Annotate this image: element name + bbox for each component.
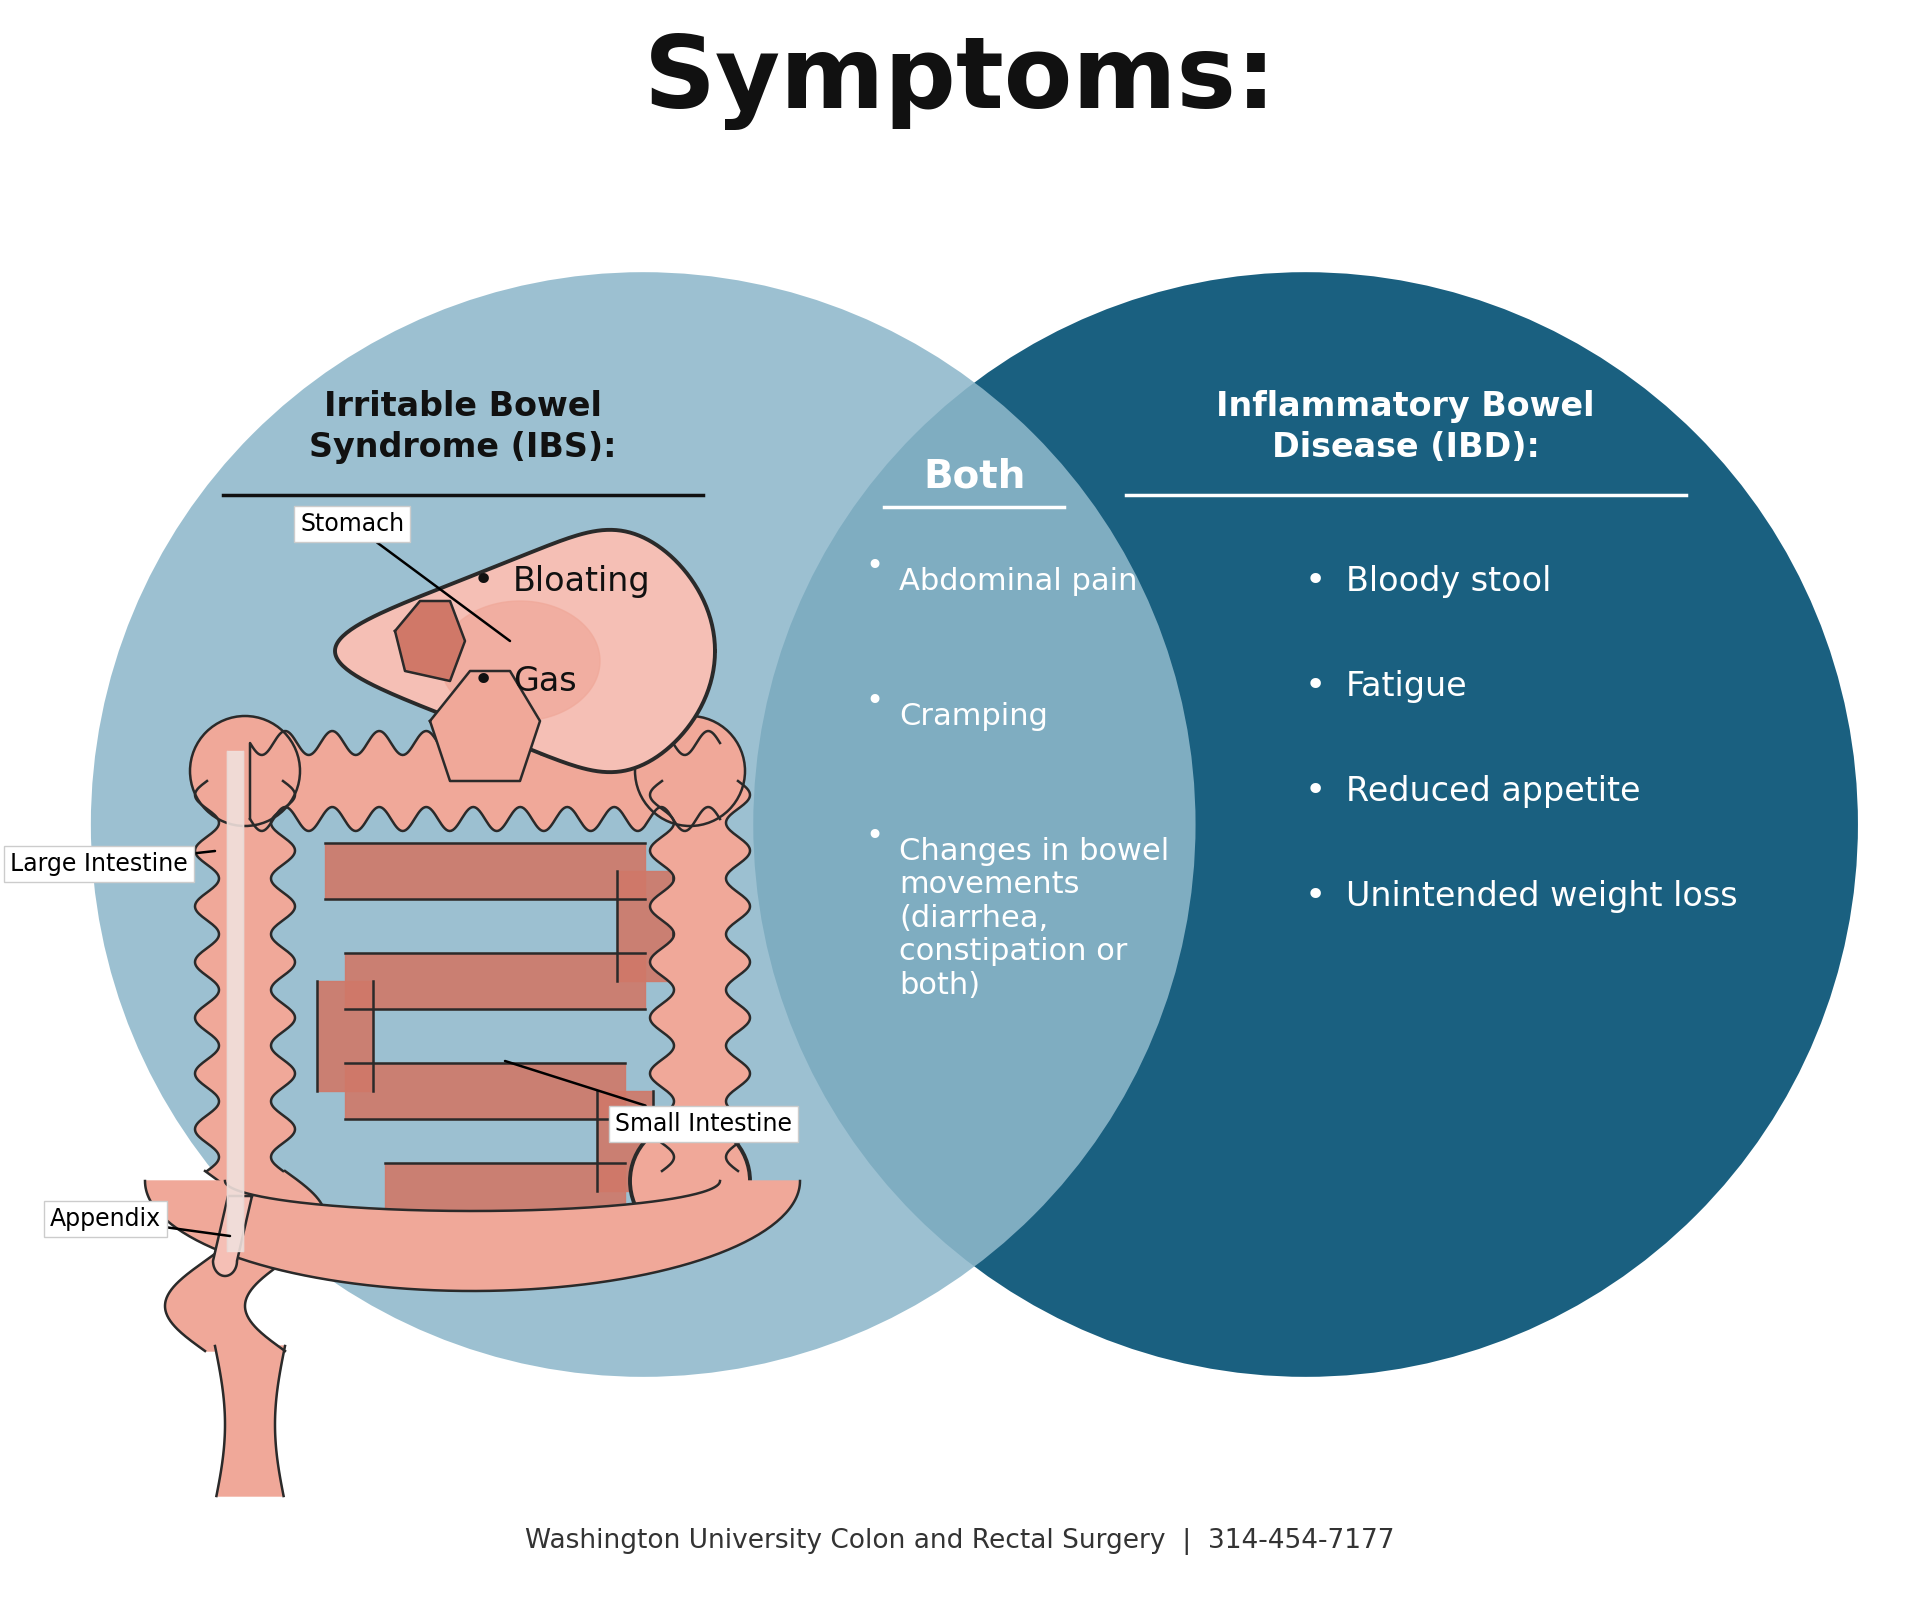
Polygon shape — [165, 1170, 324, 1351]
Text: •: • — [472, 565, 493, 599]
Text: •: • — [1306, 879, 1327, 914]
Text: Abdominal pain: Abdominal pain — [899, 567, 1139, 596]
Text: •: • — [1306, 775, 1327, 809]
Text: Bloating: Bloating — [513, 565, 651, 599]
Polygon shape — [386, 1162, 626, 1218]
Circle shape — [630, 1121, 751, 1241]
Polygon shape — [250, 732, 720, 831]
Polygon shape — [616, 871, 674, 981]
Text: Symptoms:: Symptoms: — [643, 32, 1277, 130]
Polygon shape — [334, 530, 714, 772]
Polygon shape — [196, 781, 296, 1170]
Polygon shape — [430, 671, 540, 781]
Text: •: • — [472, 664, 493, 698]
Text: Appendix: Appendix — [50, 1207, 230, 1236]
Text: •: • — [866, 821, 883, 852]
Text: Fatigue: Fatigue — [1346, 669, 1467, 703]
Text: Reduced appetite: Reduced appetite — [1346, 775, 1640, 809]
Text: Inflammatory Bowel
Disease (IBD):: Inflammatory Bowel Disease (IBD): — [1217, 391, 1596, 464]
Polygon shape — [213, 1196, 252, 1276]
Text: •: • — [866, 552, 883, 581]
Text: Small Intestine: Small Intestine — [505, 1061, 793, 1137]
Polygon shape — [440, 600, 599, 720]
Circle shape — [753, 272, 1859, 1377]
Polygon shape — [324, 844, 645, 900]
Circle shape — [190, 716, 300, 826]
Text: Bloody stool: Bloody stool — [1346, 565, 1551, 599]
Polygon shape — [597, 1090, 653, 1191]
Polygon shape — [215, 1346, 284, 1495]
Text: Gas: Gas — [513, 664, 576, 698]
Polygon shape — [146, 1182, 801, 1290]
Text: Unintended weight loss: Unintended weight loss — [1346, 881, 1738, 913]
Polygon shape — [346, 1063, 626, 1119]
Text: •: • — [866, 687, 883, 716]
Circle shape — [90, 272, 1196, 1377]
Text: Cramping: Cramping — [899, 701, 1048, 730]
Polygon shape — [396, 600, 465, 680]
Text: Both: Both — [924, 458, 1025, 496]
Polygon shape — [317, 981, 372, 1090]
Polygon shape — [346, 953, 645, 1009]
Text: Changes in bowel
movements
(diarrhea,
constipation or
both): Changes in bowel movements (diarrhea, co… — [899, 837, 1169, 1001]
Text: Irritable Bowel
Syndrome (IBS):: Irritable Bowel Syndrome (IBS): — [309, 391, 616, 464]
Polygon shape — [651, 781, 751, 1170]
Text: Large Intestine: Large Intestine — [10, 852, 215, 876]
Text: Stomach: Stomach — [300, 512, 511, 640]
Text: Washington University Colon and Rectal Surgery  |  314-454-7177: Washington University Colon and Rectal S… — [526, 1527, 1394, 1555]
Text: •: • — [1306, 669, 1327, 703]
Circle shape — [636, 716, 745, 826]
Polygon shape — [227, 751, 244, 1250]
Text: •: • — [1306, 565, 1327, 599]
